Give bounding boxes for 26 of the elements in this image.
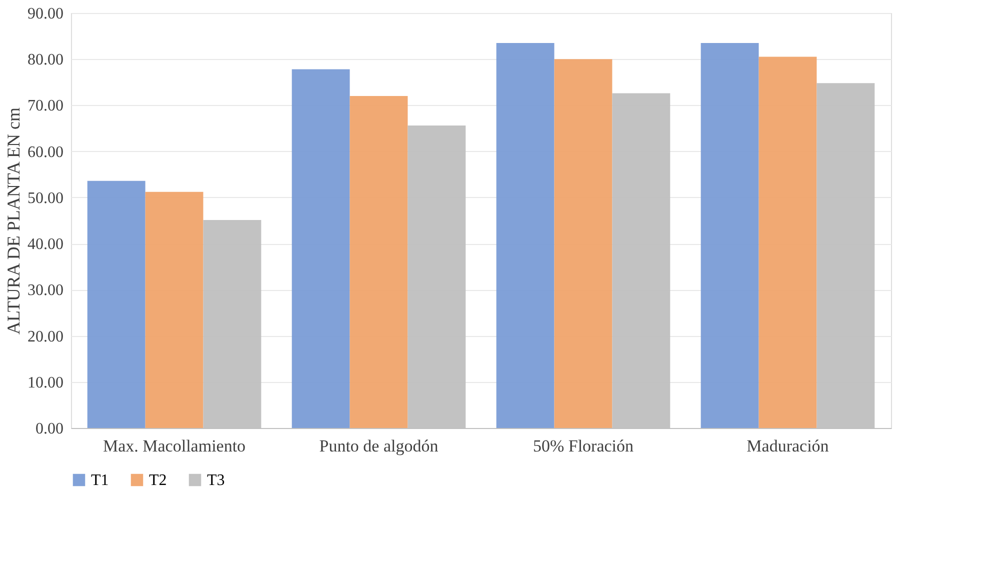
y-tick-label: 20.00 <box>28 328 64 346</box>
y-tick-label: 0.00 <box>36 420 64 438</box>
y-tick-label: 60.00 <box>28 144 64 161</box>
bar <box>145 192 204 428</box>
bar <box>496 42 554 428</box>
bar <box>554 59 612 428</box>
y-tick-label: 40.00 <box>28 236 64 254</box>
x-tick-label: Punto de algodón <box>319 436 439 456</box>
y-tick-label: 50.00 <box>28 190 64 207</box>
bar <box>87 180 146 428</box>
legend-label: T3 <box>207 472 225 489</box>
x-tick-label: Max. Macollamiento <box>102 436 246 456</box>
x-tick-label: 50% Floración <box>532 436 634 456</box>
y-tick-label: 30.00 <box>28 282 64 300</box>
y-tick-label: 10.00 <box>28 374 64 392</box>
bar <box>292 69 350 428</box>
y-tick-label: 80.00 <box>28 52 64 69</box>
bar <box>700 42 759 428</box>
y-axis-title: ALTURA DE PLANTA EN cm <box>4 108 24 334</box>
legend-label: T1 <box>91 472 109 489</box>
y-tick-label: 90.00 <box>28 6 64 22</box>
legend-label: T2 <box>149 472 167 489</box>
bar <box>350 96 408 428</box>
x-tick-label: Maduración <box>746 436 830 456</box>
bar <box>758 56 817 428</box>
y-tick-label: 70.00 <box>28 98 64 115</box>
